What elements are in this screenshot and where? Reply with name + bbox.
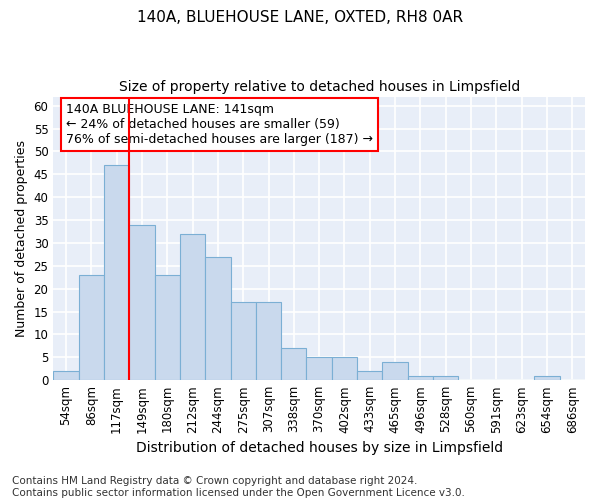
Bar: [281, 348, 307, 380]
Y-axis label: Number of detached properties: Number of detached properties: [15, 140, 28, 337]
Bar: [129, 224, 155, 380]
Title: Size of property relative to detached houses in Limpsfield: Size of property relative to detached ho…: [119, 80, 520, 94]
Bar: [535, 376, 560, 380]
Text: 140A BLUEHOUSE LANE: 141sqm
← 24% of detached houses are smaller (59)
76% of sem: 140A BLUEHOUSE LANE: 141sqm ← 24% of det…: [66, 104, 373, 146]
Bar: [53, 371, 79, 380]
Bar: [332, 358, 357, 380]
Bar: [256, 302, 281, 380]
Bar: [180, 234, 205, 380]
Text: 140A, BLUEHOUSE LANE, OXTED, RH8 0AR: 140A, BLUEHOUSE LANE, OXTED, RH8 0AR: [137, 10, 463, 25]
Bar: [104, 165, 129, 380]
Bar: [307, 358, 332, 380]
X-axis label: Distribution of detached houses by size in Limpsfield: Distribution of detached houses by size …: [136, 441, 503, 455]
Bar: [230, 302, 256, 380]
Text: Contains HM Land Registry data © Crown copyright and database right 2024.
Contai: Contains HM Land Registry data © Crown c…: [12, 476, 465, 498]
Bar: [155, 275, 180, 380]
Bar: [357, 371, 382, 380]
Bar: [408, 376, 433, 380]
Bar: [79, 275, 104, 380]
Bar: [433, 376, 458, 380]
Bar: [205, 256, 230, 380]
Bar: [382, 362, 408, 380]
